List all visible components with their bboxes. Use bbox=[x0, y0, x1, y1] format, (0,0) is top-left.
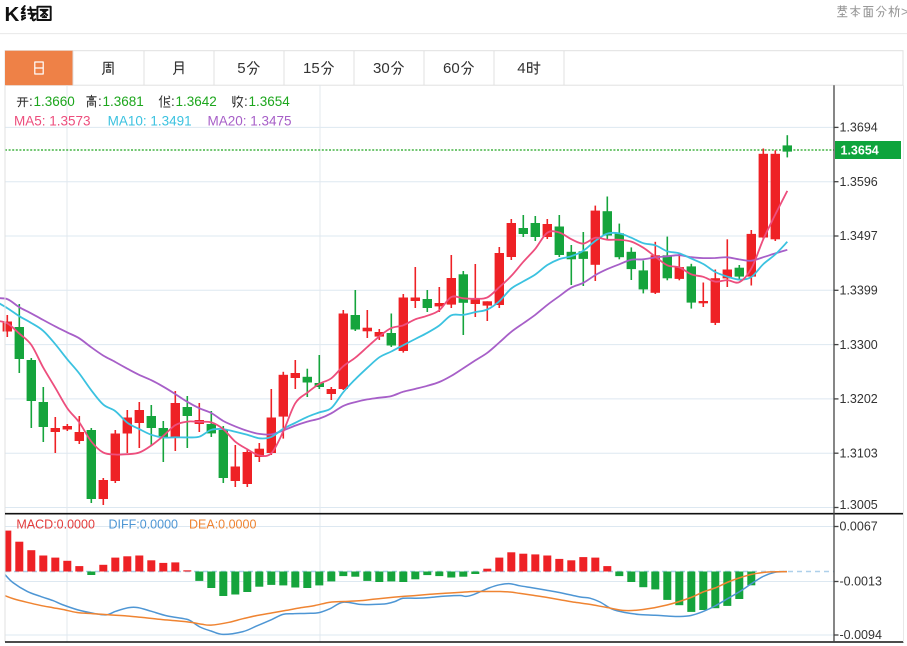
svg-text:1.3103: 1.3103 bbox=[840, 446, 878, 460]
svg-text:1.3681: 1.3681 bbox=[103, 94, 144, 109]
svg-text::: : bbox=[98, 94, 102, 109]
svg-text:1.3654: 1.3654 bbox=[249, 94, 291, 109]
svg-text::: : bbox=[171, 94, 175, 109]
svg-text:1.3300: 1.3300 bbox=[840, 338, 878, 352]
svg-text:1.3642: 1.3642 bbox=[176, 94, 217, 109]
svg-text:MA5: 1.3573: MA5: 1.3573 bbox=[14, 114, 91, 129]
svg-text:60: 60 bbox=[443, 60, 460, 77]
svg-text:0.0067: 0.0067 bbox=[840, 520, 878, 534]
svg-text:DEA:0.0000: DEA:0.0000 bbox=[189, 518, 256, 532]
svg-text:4: 4 bbox=[517, 60, 525, 77]
svg-text:-0.0094: -0.0094 bbox=[840, 628, 882, 642]
svg-text:1.3596: 1.3596 bbox=[840, 175, 878, 189]
svg-text:MA10: 1.3491: MA10: 1.3491 bbox=[108, 114, 192, 129]
svg-text:15: 15 bbox=[303, 60, 320, 77]
svg-text::: : bbox=[244, 94, 248, 109]
svg-text:1.3660: 1.3660 bbox=[34, 94, 75, 109]
svg-text:MA20: 1.3475: MA20: 1.3475 bbox=[208, 114, 292, 129]
svg-text:1.3497: 1.3497 bbox=[840, 229, 878, 243]
svg-text:1.3005: 1.3005 bbox=[840, 498, 878, 512]
svg-text:1.3694: 1.3694 bbox=[840, 121, 878, 135]
svg-text:5: 5 bbox=[237, 60, 245, 77]
svg-text:DIFF:0.0000: DIFF:0.0000 bbox=[109, 518, 179, 532]
svg-text:K: K bbox=[5, 3, 20, 26]
svg-text:-0.0013: -0.0013 bbox=[840, 575, 882, 589]
svg-text:30: 30 bbox=[373, 60, 390, 77]
svg-text:MACD:0.0000: MACD:0.0000 bbox=[16, 518, 95, 532]
svg-text:1.3399: 1.3399 bbox=[840, 284, 878, 298]
svg-text:1.3654: 1.3654 bbox=[841, 144, 879, 158]
svg-text:>: > bbox=[901, 4, 907, 19]
svg-text::: : bbox=[29, 94, 33, 109]
svg-text:1.3202: 1.3202 bbox=[840, 392, 878, 406]
